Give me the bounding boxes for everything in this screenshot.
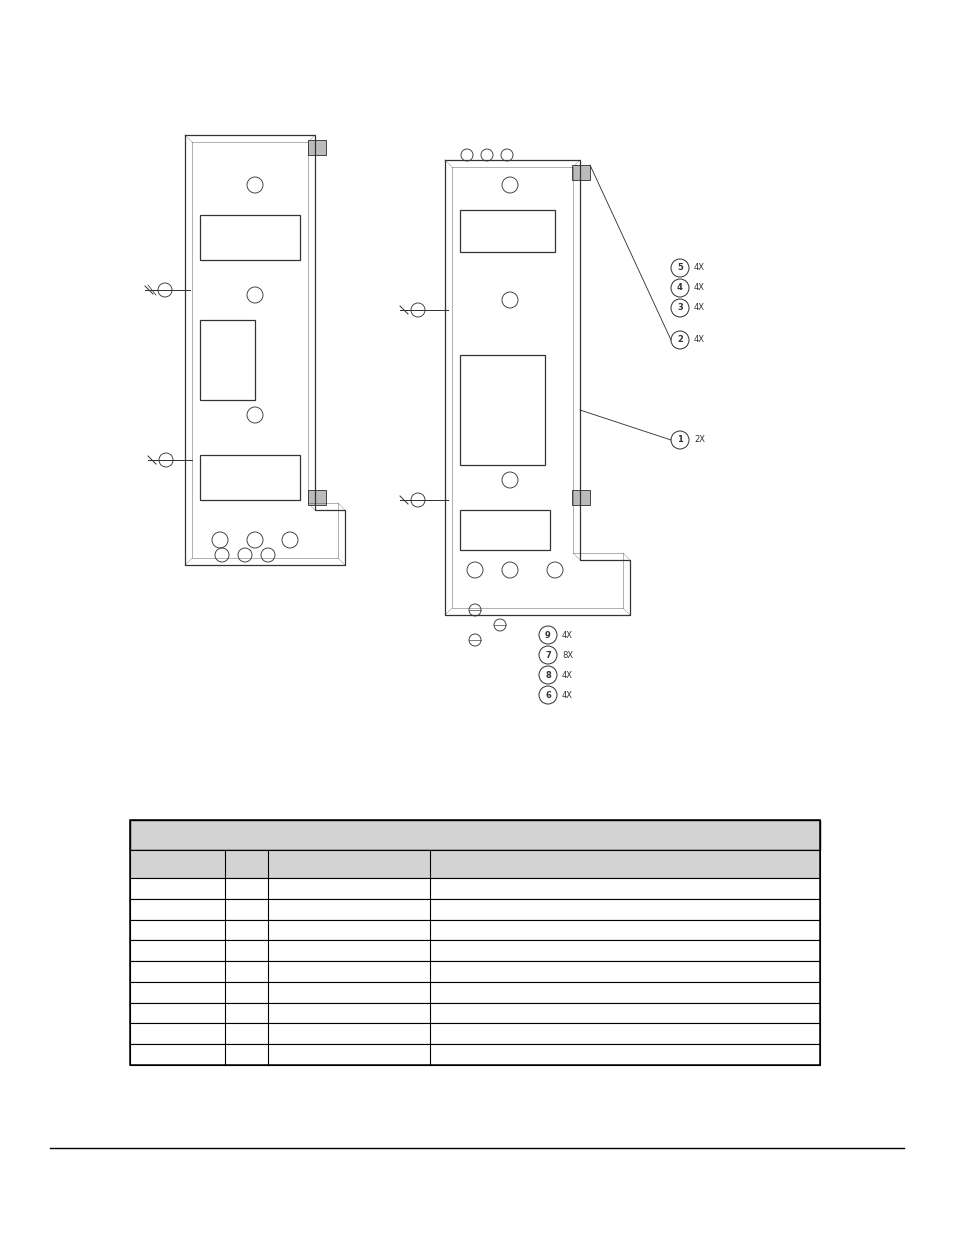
Bar <box>200 320 254 400</box>
Text: 4X: 4X <box>693 336 704 345</box>
Text: 4X: 4X <box>561 631 573 640</box>
Text: 3: 3 <box>677 304 682 312</box>
Text: 4X: 4X <box>561 671 573 679</box>
Bar <box>308 490 326 505</box>
Text: 6: 6 <box>544 690 551 699</box>
Bar <box>130 982 820 1003</box>
Bar <box>130 1045 820 1065</box>
Bar <box>459 354 544 466</box>
Text: 4: 4 <box>677 284 682 293</box>
Bar <box>130 878 820 899</box>
Bar <box>130 940 820 961</box>
Bar <box>130 820 820 850</box>
Text: 8X: 8X <box>561 651 573 659</box>
Text: 9: 9 <box>544 631 550 640</box>
Bar <box>130 961 820 982</box>
Bar <box>459 510 550 550</box>
Bar <box>459 210 555 252</box>
Bar <box>130 850 820 878</box>
Text: 4X: 4X <box>693 284 704 293</box>
Bar <box>308 140 326 156</box>
Bar <box>200 454 299 500</box>
Bar <box>130 1003 820 1024</box>
Text: 4X: 4X <box>693 304 704 312</box>
Bar <box>572 165 589 180</box>
Text: 4X: 4X <box>693 263 704 273</box>
Text: 2: 2 <box>677 336 682 345</box>
Bar <box>130 820 820 1065</box>
Text: 4X: 4X <box>561 690 573 699</box>
Text: 2X: 2X <box>693 436 704 445</box>
Bar <box>130 899 820 920</box>
Bar <box>130 1024 820 1045</box>
Bar <box>130 920 820 940</box>
Text: 8: 8 <box>544 671 550 679</box>
Text: 1: 1 <box>677 436 682 445</box>
Text: 5: 5 <box>677 263 682 273</box>
Bar <box>572 490 589 505</box>
Bar <box>200 215 299 261</box>
Text: 7: 7 <box>544 651 550 659</box>
